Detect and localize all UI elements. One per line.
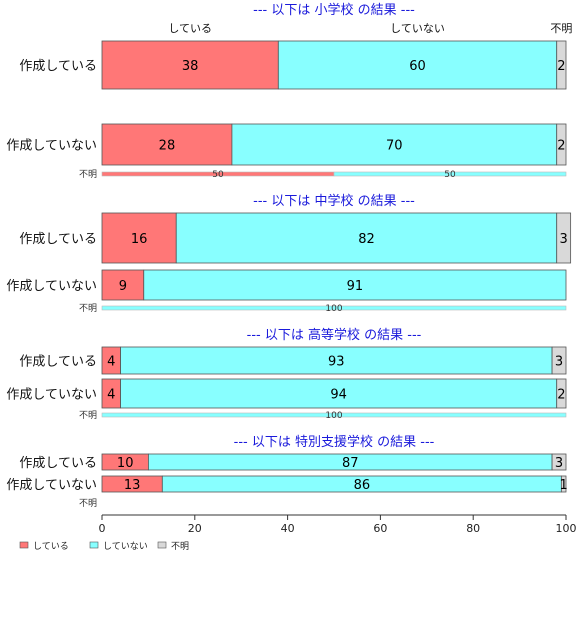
data-label: 87 [342, 456, 359, 471]
data-label: 100 [325, 411, 342, 421]
bar-segment [560, 475, 567, 493]
group-title: --- 以下は 特別支援学校 の結果 --- [234, 434, 435, 450]
x-tick-label: 40 [281, 522, 295, 535]
data-label: 10 [117, 456, 134, 471]
bar-segment [556, 378, 567, 409]
data-label: 28 [159, 139, 176, 154]
x-tick-label: 100 [556, 522, 577, 535]
legend-swatch [19, 541, 29, 549]
group-title: --- 以下は 高等学校 の結果 --- [247, 327, 422, 343]
row-label: 作成していない [6, 478, 97, 493]
data-label: 4 [107, 388, 115, 403]
data-label: 3 [555, 355, 563, 370]
row-label: 不明 [79, 303, 97, 314]
row-label: 作成している [19, 355, 97, 370]
legend-swatch [157, 541, 167, 549]
row-label: 作成していない [6, 139, 97, 154]
x-tick-label: 80 [466, 522, 480, 535]
x-tick-label: 60 [373, 522, 387, 535]
bar-segment [101, 269, 145, 301]
column-header-0: している [168, 22, 212, 35]
legend-label: 不明 [171, 541, 189, 552]
bar-segment [120, 378, 558, 409]
row-label: 不明 [79, 498, 97, 509]
data-label: 13 [124, 478, 141, 493]
bar-segment [277, 40, 558, 90]
data-label: 82 [358, 232, 375, 247]
row-label: 作成していない [6, 388, 97, 403]
row-label: 作成している [19, 456, 97, 471]
bar-segment [333, 171, 567, 177]
data-label: 1 [560, 478, 568, 493]
legend-label: している [33, 541, 69, 552]
bar-segment [551, 453, 567, 471]
data-label: 93 [328, 355, 345, 370]
group-title: --- 以下は 中学校 の結果 --- [253, 193, 415, 209]
bar-segment [556, 40, 567, 90]
bar-segment [551, 346, 567, 375]
data-label: 2 [557, 139, 565, 154]
data-label: 4 [107, 355, 115, 370]
x-tick-label: 20 [188, 522, 202, 535]
data-label: 94 [330, 388, 347, 403]
data-label: 86 [354, 478, 371, 493]
column-header-1: していない [390, 22, 445, 35]
data-label: 16 [131, 232, 148, 247]
bar-segment [101, 40, 279, 90]
data-label: 70 [386, 139, 403, 154]
data-label: 91 [347, 279, 364, 294]
bar-segment [101, 305, 567, 311]
x-tick-label: 0 [99, 522, 106, 535]
data-label: 3 [560, 232, 568, 247]
bar-segment [143, 269, 567, 301]
row-label: 作成していない [6, 279, 97, 294]
bar-segment [101, 412, 567, 418]
bar-segment [556, 123, 567, 166]
row-label: 作成している [19, 232, 97, 247]
data-label: 2 [557, 59, 565, 74]
bar-segment [101, 212, 177, 264]
row-label: 不明 [79, 169, 97, 180]
data-label: 50 [444, 170, 456, 180]
data-label: 100 [325, 304, 342, 314]
data-label: 3 [555, 456, 563, 471]
row-label: 作成している [19, 59, 97, 74]
row-label: 不明 [79, 410, 97, 421]
bar-segment [120, 346, 553, 375]
data-label: 60 [409, 59, 426, 74]
data-label: 9 [119, 279, 127, 294]
data-label: 2 [557, 388, 565, 403]
bar-segment [175, 212, 558, 264]
column-header-2: 不明 [550, 22, 572, 35]
legend-label: していない [103, 541, 148, 552]
legend-swatch [89, 541, 99, 549]
data-label: 38 [182, 59, 199, 74]
group-title: --- 以下は 小学校 の結果 --- [253, 2, 415, 18]
bar-segment [556, 212, 572, 264]
data-label: 50 [212, 170, 224, 180]
